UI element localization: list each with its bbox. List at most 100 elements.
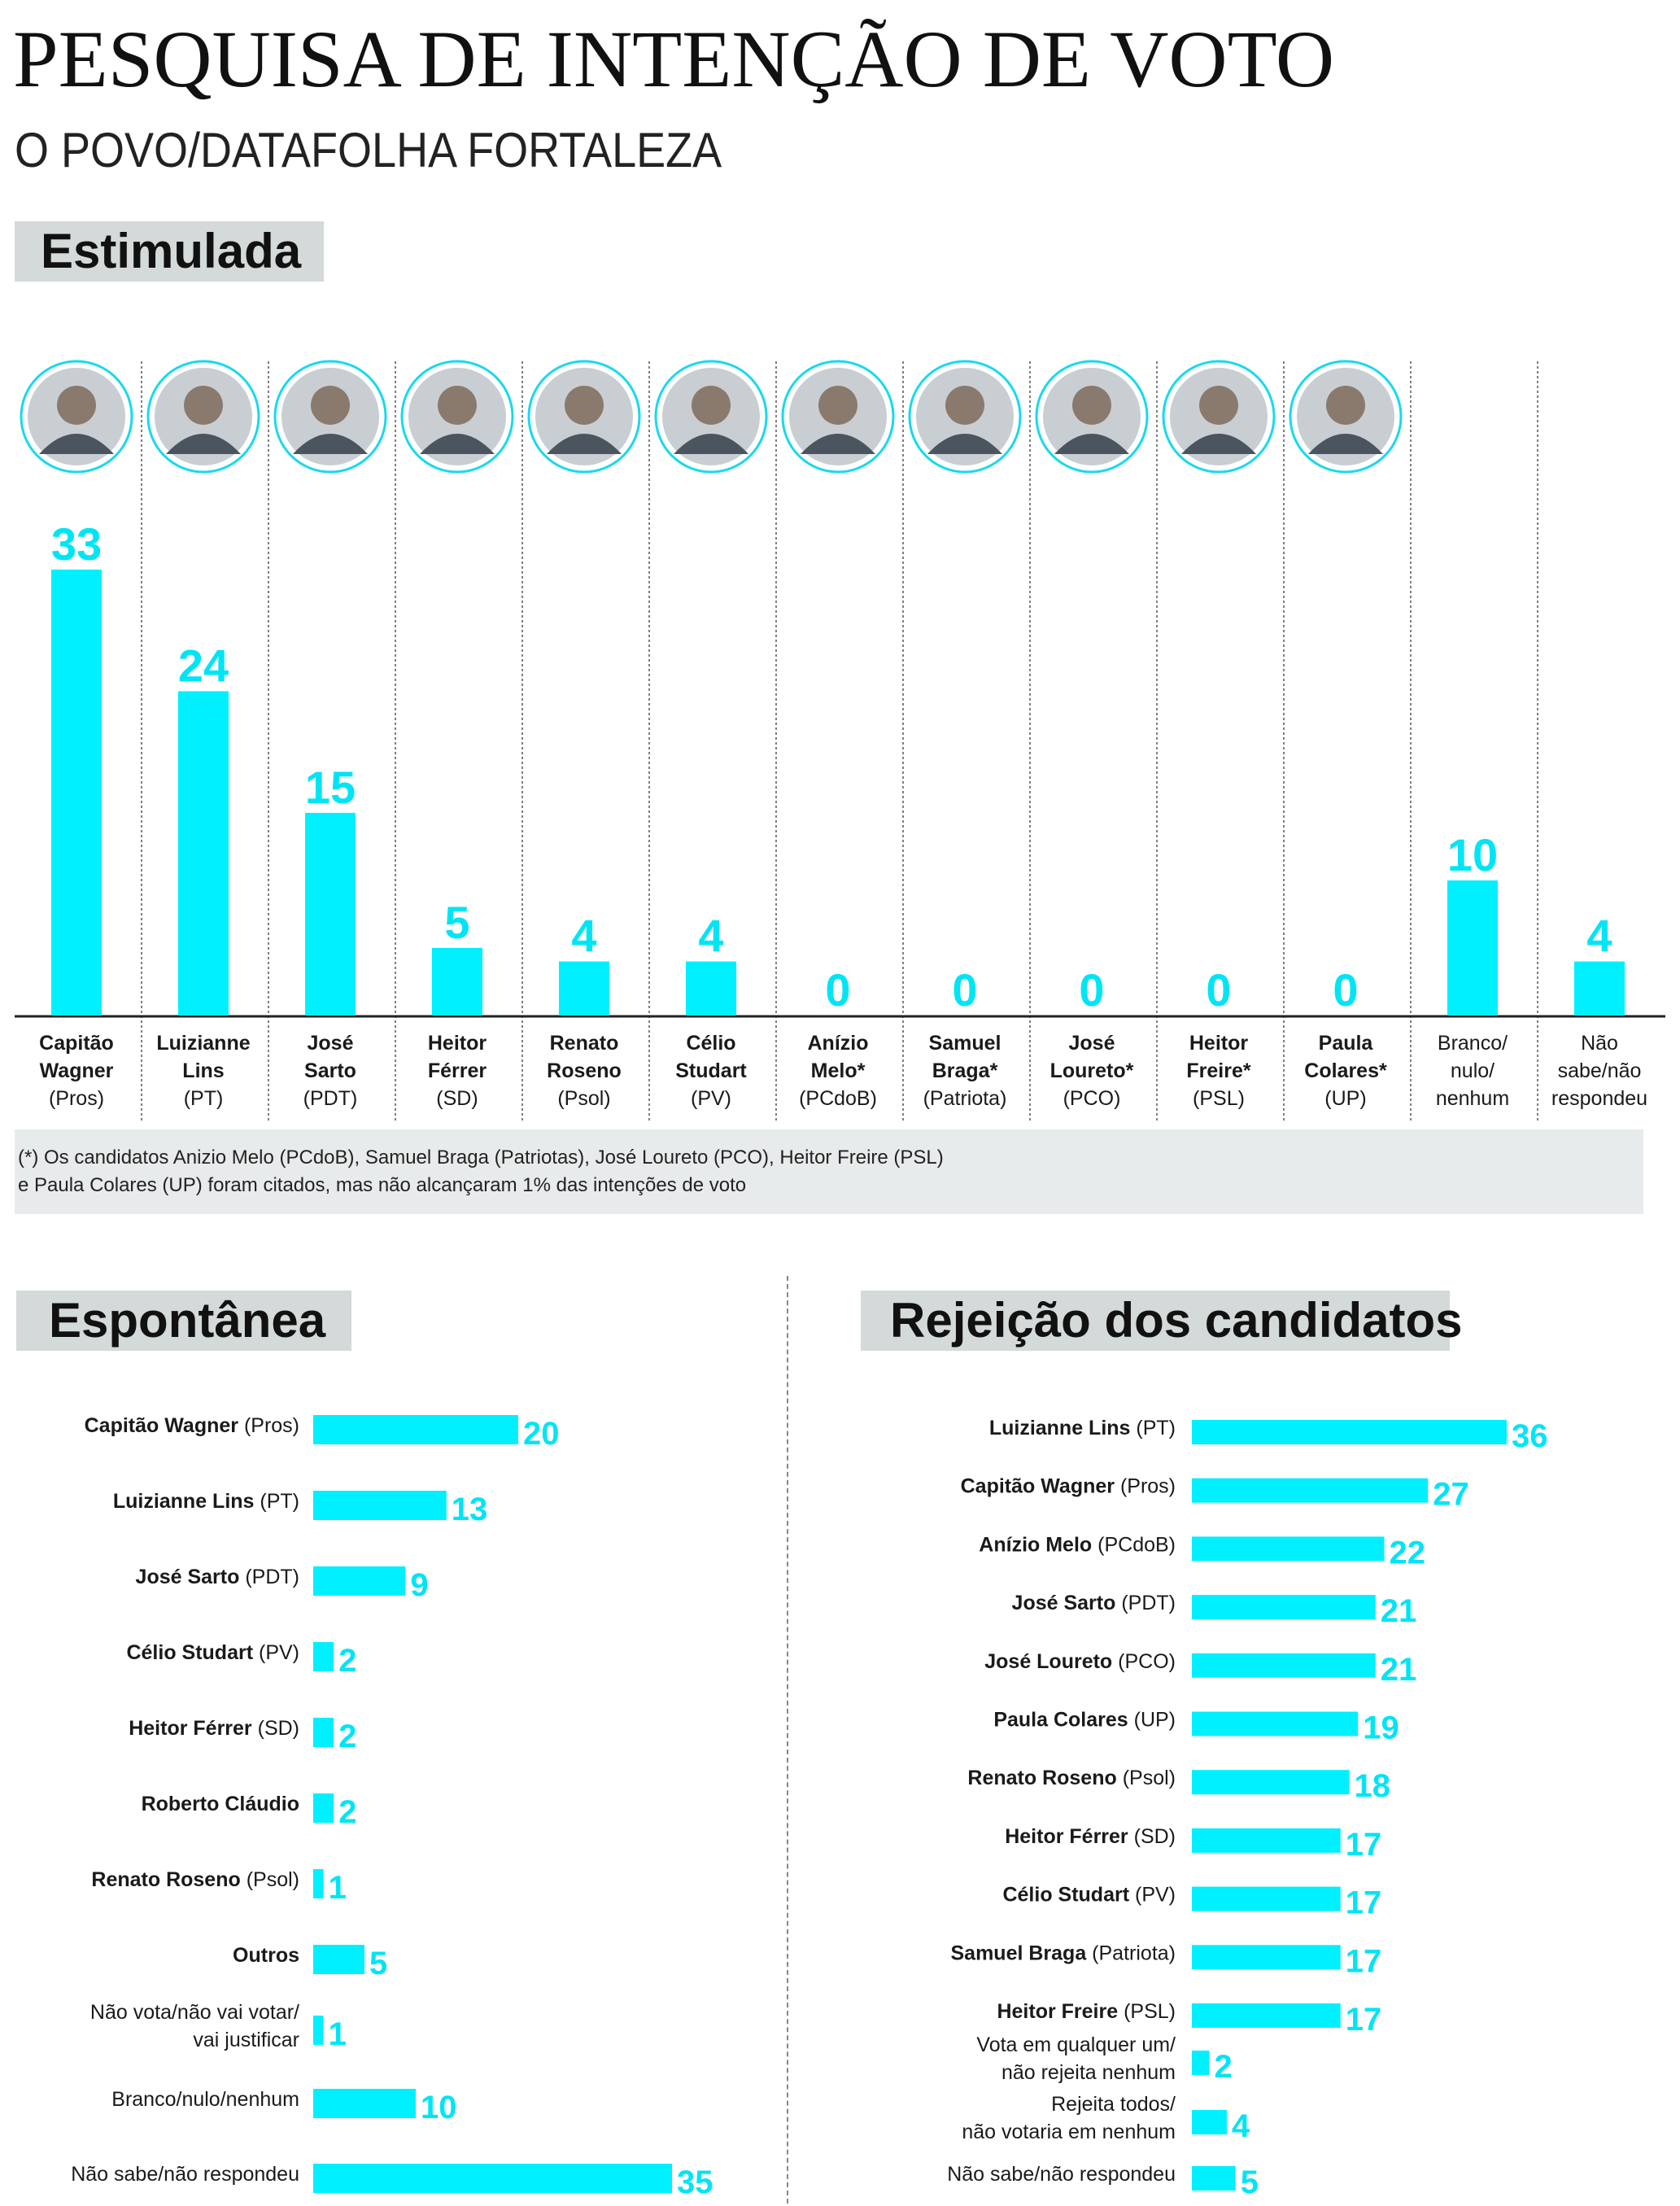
- candidate-photo: [1035, 360, 1149, 474]
- bar: [1192, 1536, 1385, 1562]
- chart-espontanea: 20 Capitão Wagner (Pros) 13 Luizianne Lins …: [71, 1414, 713, 2200]
- row-label-name: José Sarto: [136, 1566, 240, 1588]
- row-label: Renato Roseno (Psol): [91, 1868, 299, 1891]
- bar: [313, 1945, 364, 1974]
- bar: [313, 1869, 324, 1898]
- avatar-head: [945, 386, 984, 425]
- bar-value: 17: [1346, 1885, 1382, 1921]
- avatar-shoulders: [801, 434, 875, 454]
- bar: [1192, 2003, 1341, 2028]
- row-label: Heitor Freire (PSL): [997, 2000, 1176, 2023]
- bar-value: 17: [1346, 2002, 1382, 2038]
- category-name: Studart: [675, 1059, 747, 1082]
- category-name: Capitão: [39, 1032, 114, 1055]
- row-label-party: (PCO): [1112, 1650, 1176, 1673]
- bar: [1192, 1770, 1350, 1795]
- bar: [1192, 2051, 1210, 2075]
- avatar-head: [1199, 386, 1238, 425]
- category-party: (PV): [691, 1087, 731, 1110]
- bar-value: 4: [571, 911, 596, 962]
- bar: [1192, 2166, 1236, 2191]
- bar-value: 1: [329, 1870, 347, 1906]
- row-label-party: (SD): [252, 1717, 299, 1740]
- category-name: Heitor: [1189, 1032, 1249, 1055]
- bar: [1192, 1595, 1376, 1620]
- category-name: Férrer: [428, 1059, 487, 1082]
- row-label: Heitor Férrer (SD): [129, 1717, 299, 1740]
- row-label-name: Renato Roseno: [967, 1767, 1116, 1789]
- category-name: José: [1069, 1032, 1115, 1055]
- column-divider: [787, 1276, 788, 2204]
- category-name: Braga*: [932, 1059, 998, 1082]
- bar: [1192, 1828, 1341, 1853]
- bar-value: 4: [1586, 911, 1612, 962]
- bar-value: 35: [677, 2165, 713, 2200]
- row-label: Branco/nulo/nenhum: [111, 2088, 299, 2111]
- bar-value: 2: [1215, 2049, 1233, 2085]
- section-label-espontanea: Espontânea: [16, 1291, 351, 1351]
- category-name: Paula: [1319, 1032, 1374, 1055]
- category-name: Luizianne: [156, 1032, 250, 1055]
- bar-value: 0: [1079, 964, 1104, 1016]
- category-name: Heitor: [428, 1032, 487, 1055]
- category-name: Renato: [550, 1032, 619, 1055]
- page-title: PESQUISA DE INTENÇÃO DE VOTO: [13, 14, 1335, 104]
- bar-value: 4: [1232, 2108, 1250, 2144]
- bar: [1192, 2110, 1227, 2134]
- row-label: Capitão Wagner (Pros): [85, 1414, 299, 1437]
- avatar-head: [1326, 386, 1365, 425]
- candidate-photo: [908, 360, 1022, 474]
- category-party: (PT): [184, 1087, 224, 1110]
- bar: [1447, 880, 1498, 1016]
- bar: [313, 1718, 334, 1747]
- candidate-photo: [781, 360, 895, 474]
- candidate-photo: [20, 360, 133, 474]
- bar-value: 19: [1363, 1710, 1399, 1746]
- bar: [313, 1491, 447, 1520]
- bar-value: 1: [329, 2016, 347, 2052]
- category-party: (PCdoB): [799, 1087, 877, 1110]
- row-label-party: (PDT): [1115, 1592, 1176, 1614]
- bar: [1192, 1420, 1507, 1444]
- category-party: (PSL): [1193, 1087, 1245, 1110]
- candidate-photo: [1289, 360, 1403, 474]
- chart-estimulada: 33 Capitão Wagner (Pros) 24 Luizianne Lins (PT)…: [15, 360, 1665, 1123]
- row-label-party: (PT): [1130, 1417, 1176, 1439]
- row-label-party: (Pros): [1115, 1475, 1176, 1498]
- row-label-party: (PSL): [1118, 2000, 1176, 2023]
- candidate-photo: [654, 360, 768, 474]
- bar-value: 10: [1447, 829, 1498, 880]
- category-label: Não: [1581, 1032, 1618, 1055]
- category-label: nenhum: [1436, 1087, 1509, 1110]
- row-label-name: Capitão Wagner: [85, 1414, 239, 1437]
- row-label-name: Samuel Braga: [950, 1942, 1087, 1964]
- row-label-name: Heitor Freire: [997, 2000, 1118, 2023]
- row-label: Anízio Melo (PCdoB): [979, 1533, 1176, 1556]
- category-label: sabe/não: [1558, 1059, 1642, 1082]
- row-label: Rejeita todos/: [1051, 2093, 1176, 2116]
- row-label-party: (UP): [1128, 1709, 1176, 1732]
- bar-value: 0: [952, 964, 977, 1016]
- bar-value: 36: [1512, 1418, 1548, 1454]
- bar-value: 33: [51, 518, 102, 570]
- category-name: Loureto*: [1050, 1059, 1134, 1082]
- category-name: Célio: [686, 1032, 735, 1055]
- bar: [178, 691, 229, 1016]
- row-label: Não sabe/não respondeu: [947, 2163, 1176, 2186]
- row-label-name: José Loureto: [984, 1650, 1112, 1673]
- row-label: Samuel Braga (Patriota): [950, 1942, 1176, 1964]
- category-name: Lins: [182, 1059, 224, 1082]
- category-name: José: [308, 1032, 354, 1055]
- row-label: Heitor Férrer (SD): [1005, 1825, 1176, 1848]
- row-label-name: Célio Studart: [1002, 1884, 1129, 1907]
- bar: [313, 2164, 672, 2193]
- bar-value: 2: [338, 1794, 356, 1830]
- bar-value: 15: [305, 762, 356, 813]
- bar: [1192, 1711, 1359, 1736]
- bar: [1192, 1478, 1429, 1503]
- category-party: (SD): [436, 1087, 478, 1110]
- bar: [1192, 1945, 1341, 1970]
- row-label-party: (PT): [254, 1490, 299, 1513]
- bar: [1192, 1653, 1376, 1678]
- row-label-party: (Patriota): [1086, 1942, 1176, 1964]
